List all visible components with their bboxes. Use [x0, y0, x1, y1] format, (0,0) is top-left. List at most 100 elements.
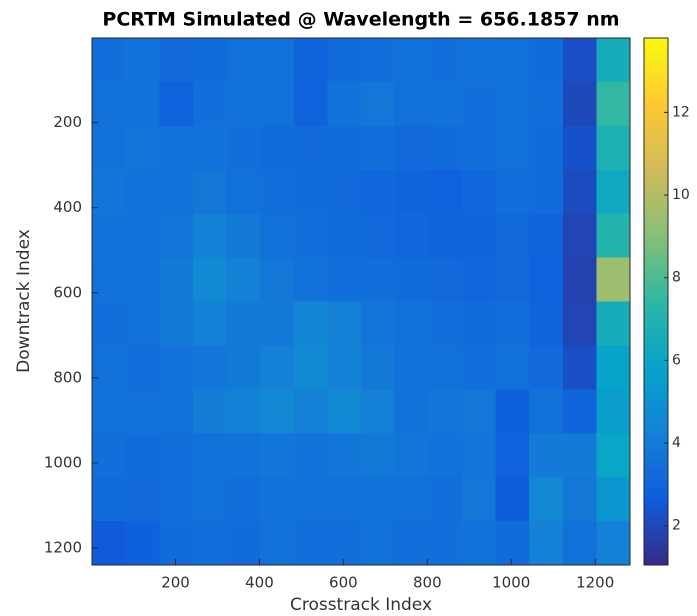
heatmap-cell: [327, 389, 362, 434]
heatmap-cell: [159, 257, 194, 302]
heatmap-cell: [529, 433, 564, 478]
heatmap-cell: [495, 213, 530, 259]
heatmap-cell: [293, 213, 328, 259]
colorbar-tick-label: 8: [672, 270, 681, 286]
heatmap-cell: [562, 81, 597, 127]
colorbar-tick-label: 6: [672, 352, 681, 368]
heatmap-cell: [260, 433, 295, 478]
heatmap-cell: [394, 125, 429, 171]
heatmap-cell: [394, 433, 429, 478]
heatmap-cell: [92, 213, 127, 259]
colorbar-tick-label: 12: [672, 104, 690, 120]
heatmap-cell: [394, 521, 429, 566]
x-tick-label: 1000: [492, 574, 530, 592]
heatmap-cell: [293, 81, 328, 127]
heatmap-cell: [125, 477, 160, 522]
y-tick-label: 400: [53, 198, 82, 216]
heatmap-cell: [260, 345, 295, 390]
y-tick-label: 1000: [44, 453, 82, 471]
heatmap-cell: [394, 169, 429, 215]
heatmap-cell: [461, 213, 496, 259]
heatmap-cell: [394, 213, 429, 259]
heatmap-cell: [361, 169, 396, 215]
heatmap-cell: [596, 213, 631, 259]
heatmap-cell: [428, 81, 463, 127]
heatmap-cell: [361, 433, 396, 478]
heatmap-cell: [428, 169, 463, 215]
heatmap-cell: [92, 477, 127, 522]
heatmap-cell: [361, 257, 396, 302]
heatmap-cell: [125, 521, 160, 566]
heatmap-cell: [529, 257, 564, 302]
heatmap-cell: [159, 301, 194, 346]
heatmap-cell: [125, 301, 160, 346]
heatmap-cell: [562, 169, 597, 215]
x-tick-label: 600: [329, 574, 358, 592]
heatmap-cell: [529, 521, 564, 566]
heatmap-cell: [125, 433, 160, 478]
heatmap-cell: [596, 521, 631, 566]
heatmap-cell: [293, 433, 328, 478]
heatmap-cell: [461, 257, 496, 302]
heatmap-cell: [125, 125, 160, 171]
heatmap-cell: [92, 389, 127, 434]
heatmap-cell: [192, 345, 227, 390]
heatmap-cell: [461, 345, 496, 390]
heatmap-cell: [260, 477, 295, 522]
heatmap-cell: [361, 521, 396, 566]
chart-title: PCRTM Simulated @ Wavelength = 656.1857 …: [102, 9, 619, 31]
heatmap-cell: [293, 301, 328, 346]
heatmap-cell: [92, 521, 127, 566]
heatmap-cell: [327, 477, 362, 522]
heatmap-cell: [226, 169, 261, 215]
heatmap-cell: [226, 213, 261, 259]
heatmap-cell: [529, 389, 564, 434]
heatmap-cell: [260, 521, 295, 566]
heatmap-cell: [159, 433, 194, 478]
heatmap-cell: [92, 345, 127, 390]
heatmap-cell: [226, 433, 261, 478]
heatmap-cell: [495, 345, 530, 390]
heatmap-cell: [159, 38, 194, 83]
heatmap-cell: [562, 213, 597, 259]
heatmap-cell: [394, 345, 429, 390]
heatmap-cell: [461, 81, 496, 127]
heatmap-cell: [260, 213, 295, 259]
heatmap-cell: [125, 81, 160, 127]
x-tick-label: 800: [413, 574, 442, 592]
heatmap-cell: [293, 257, 328, 302]
heatmap-cell: [125, 389, 160, 434]
heatmap-cell: [192, 125, 227, 171]
heatmap-cell: [226, 389, 261, 434]
heatmap-cell: [226, 257, 261, 302]
heatmap-cell: [529, 38, 564, 83]
heatmap-cell: [125, 38, 160, 83]
heatmap-cell: [461, 169, 496, 215]
y-axis-label: Downtrack Index: [14, 229, 34, 373]
heatmap-cell: [562, 433, 597, 478]
heatmap-cell: [495, 169, 530, 215]
heatmap-cell: [92, 433, 127, 478]
heatmap-cell: [260, 38, 295, 83]
heatmap-cell: [293, 521, 328, 566]
heatmap-cell: [92, 169, 127, 215]
heatmap-cell: [529, 213, 564, 259]
heatmap-cell: [394, 477, 429, 522]
heatmap-cell: [495, 433, 530, 478]
heatmap-cell: [394, 301, 429, 346]
heatmap-cell: [495, 521, 530, 566]
heatmap-cell: [495, 477, 530, 522]
heatmap-cell: [495, 301, 530, 346]
heatmap-cell: [596, 433, 631, 478]
heatmap-cell: [361, 301, 396, 346]
heatmap-cell: [226, 301, 261, 346]
y-tick-label: 200: [53, 113, 82, 131]
heatmap-cell: [226, 477, 261, 522]
heatmap-cell: [428, 257, 463, 302]
heatmap-cell: [293, 345, 328, 390]
heatmap-cell: [461, 125, 496, 171]
heatmap-cell: [159, 345, 194, 390]
heatmap-cell: [596, 169, 631, 215]
heatmap-cell: [260, 81, 295, 127]
